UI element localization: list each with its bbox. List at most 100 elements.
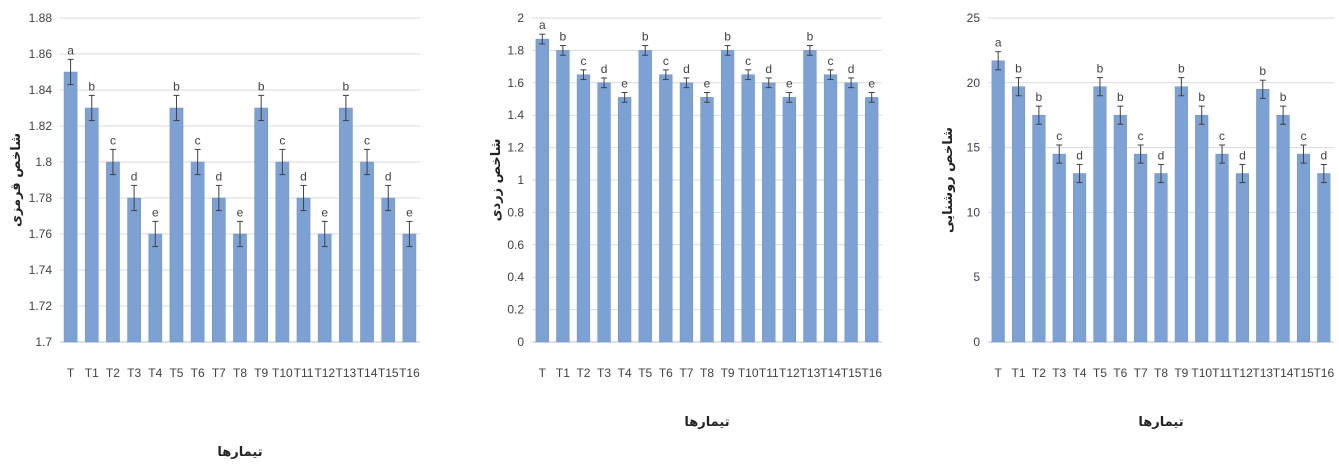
- x-tick-label: T10: [272, 366, 293, 380]
- x-tick-label: T7: [212, 366, 226, 380]
- significance-letter: e: [786, 77, 793, 91]
- bar: [1235, 173, 1249, 343]
- significance-letter: d: [765, 62, 772, 76]
- y-axis-title: شاخص قرمزی: [9, 133, 24, 227]
- bar: [1296, 153, 1311, 343]
- significance-letter: c: [1219, 129, 1225, 143]
- x-axis-title: تیمارها: [1138, 415, 1183, 430]
- y-tick-label: 20: [967, 76, 981, 90]
- x-tick-label: T16: [399, 366, 420, 380]
- significance-letter: b: [1259, 64, 1266, 78]
- bar: [1317, 173, 1331, 343]
- bar: [1256, 89, 1270, 343]
- bar: [169, 107, 184, 343]
- significance-letter: b: [1198, 90, 1205, 104]
- x-tick-label: T2: [576, 366, 590, 380]
- x-tick-label: T3: [127, 366, 141, 380]
- y-tick-label: 1.7: [35, 335, 52, 349]
- x-tick-label: T14: [1273, 366, 1294, 380]
- x-tick-label: T3: [597, 366, 611, 380]
- x-axis-title: تیمارها: [684, 415, 729, 430]
- x-tick-label: T12: [1232, 366, 1253, 380]
- x-tick-label: T9: [254, 366, 268, 380]
- bar: [1174, 86, 1188, 343]
- x-tick-label: T1: [85, 366, 99, 380]
- y-tick-label: 5: [973, 270, 980, 284]
- x-tick-label: T4: [618, 366, 632, 380]
- y-tick-label: 2: [517, 11, 524, 25]
- significance-letter: d: [131, 169, 138, 183]
- significance-letter: e: [237, 205, 244, 219]
- bar: [1093, 86, 1107, 343]
- bar: [1276, 114, 1290, 343]
- bar: [556, 50, 570, 343]
- x-tick-label: T3: [1052, 366, 1066, 380]
- significance-letter: d: [683, 62, 690, 76]
- bar: [659, 74, 673, 343]
- significance-letter: a: [539, 18, 546, 32]
- x-tick-label: T11: [294, 366, 314, 380]
- x-tick-label: T5: [169, 366, 183, 380]
- bar: [212, 197, 226, 343]
- bar: [254, 107, 268, 343]
- significance-letter: b: [642, 30, 649, 44]
- bar: [360, 161, 374, 343]
- bar: [782, 97, 796, 343]
- significance-letter: c: [663, 54, 669, 68]
- bar: [535, 38, 549, 343]
- x-tick-label: T7: [679, 366, 693, 380]
- x-tick-label: T16: [861, 366, 882, 380]
- x-tick-label: T7: [1134, 366, 1148, 380]
- x-tick-label: T12: [779, 366, 800, 380]
- y-tick-label: 0: [517, 335, 524, 349]
- x-tick-label: T6: [659, 366, 673, 380]
- bar: [127, 197, 141, 343]
- significance-letter: d: [215, 169, 222, 183]
- significance-letter: a: [67, 43, 74, 57]
- x-tick-label: T2: [1032, 366, 1046, 380]
- significance-letter: b: [88, 79, 95, 93]
- y-tick-label: 1.82: [29, 119, 53, 133]
- significance-letter: c: [110, 133, 116, 147]
- x-tick-label: T12: [314, 366, 335, 380]
- bar: [1032, 114, 1046, 343]
- bar: [720, 50, 735, 343]
- bar: [190, 161, 205, 343]
- y-tick-label: 1.4: [507, 108, 524, 122]
- significance-letter: c: [1138, 129, 1144, 143]
- y-tick-label: 1: [517, 173, 524, 187]
- significance-letter: b: [1097, 62, 1104, 76]
- y-axis-title: شاخص روشنایی: [941, 127, 956, 233]
- y-tick-label: 1.76: [29, 227, 53, 241]
- x-tick-label: T6: [191, 366, 205, 380]
- significance-letter: e: [868, 77, 875, 91]
- bar: [339, 107, 353, 343]
- significance-letter: c: [745, 54, 751, 68]
- x-tick-label: T13: [800, 366, 821, 380]
- bar: [296, 197, 311, 343]
- significance-letter: c: [279, 133, 285, 147]
- bar: [1113, 114, 1127, 343]
- significance-letter: d: [601, 62, 608, 76]
- bar: [1195, 114, 1209, 343]
- significance-letter: b: [343, 79, 350, 93]
- y-tick-label: 1.72: [29, 299, 53, 313]
- bar: [844, 82, 858, 343]
- y-tick-label: 0.4: [507, 270, 524, 284]
- x-tick-label: T9: [721, 366, 735, 380]
- yellowness-chart-svg: 0 0.2 0.4 0.6 0.8 1 1.2 1.4 1.6 1.8 2 a Tb T1 c T2 d T3 e T…: [489, 11, 882, 430]
- bar: [275, 161, 290, 343]
- bar: [576, 74, 591, 343]
- bar: [1052, 153, 1066, 343]
- significance-letter: c: [1056, 129, 1062, 143]
- significance-letter: e: [704, 77, 711, 91]
- x-tick-label: T14: [357, 366, 378, 380]
- bar: [618, 97, 632, 343]
- y-tick-label: 0.2: [507, 303, 524, 317]
- bar: [1134, 153, 1148, 343]
- x-tick-label: T11: [1212, 366, 1232, 380]
- bar: [233, 233, 247, 343]
- significance-letter: b: [560, 30, 567, 44]
